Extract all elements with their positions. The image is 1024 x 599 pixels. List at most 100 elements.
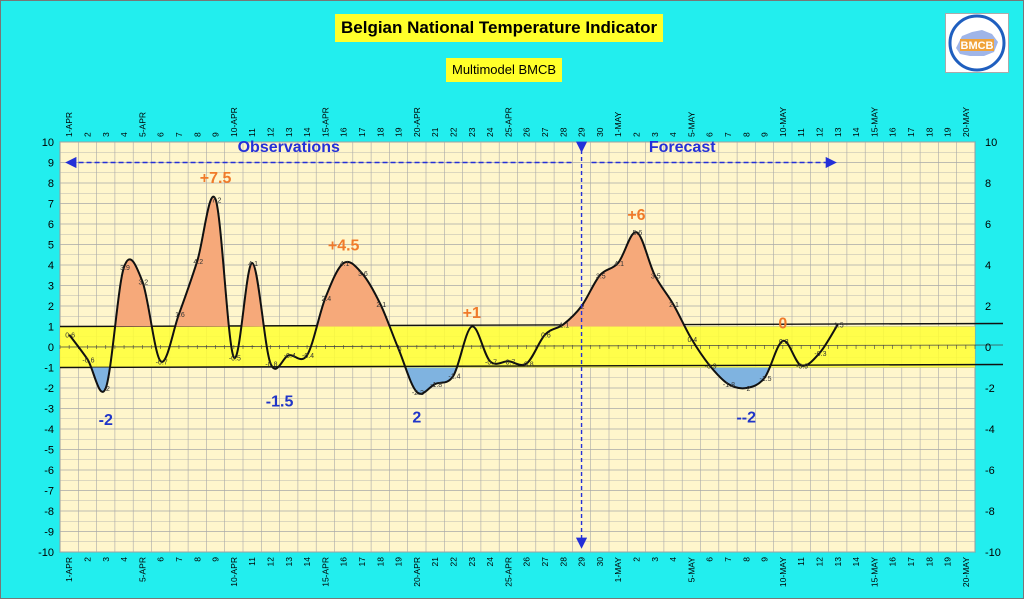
- point-label: -0.5: [229, 355, 241, 362]
- x-tick-label-bottom: 26: [522, 557, 532, 567]
- y2-tick-label: -10: [985, 547, 1001, 559]
- x-tick-label-bottom: 24: [485, 557, 495, 567]
- anomaly-label: +4.5: [328, 238, 360, 255]
- y-tick-label: 1: [48, 322, 54, 334]
- x-tick-label-bottom: 2: [631, 557, 641, 562]
- x-tick-label-top: 1-APR: [64, 112, 74, 137]
- anomaly-label: +7.5: [200, 170, 232, 187]
- y-tick-label: 2: [48, 301, 54, 313]
- y-tick-label: -1: [44, 363, 54, 375]
- x-tick-label-bottom: 17: [357, 557, 367, 567]
- x-tick-label-top: 9: [760, 132, 770, 137]
- x-tick-label-top: 11: [247, 128, 257, 137]
- x-tick-label-bottom: 23: [467, 557, 477, 567]
- x-tick-label-bottom: 10-APR: [229, 557, 239, 587]
- zero-line-ticks: [59, 345, 976, 349]
- x-tick-label-bottom: 5-MAY: [686, 557, 696, 583]
- x-tick-label-top: 19: [394, 127, 404, 137]
- anomaly-label: --2: [736, 410, 756, 427]
- x-tick-label-bottom: 6: [156, 557, 166, 562]
- x-tick-label-top: 23: [467, 127, 477, 137]
- x-tick-label-top: 9: [211, 132, 221, 137]
- x-tick-label-bottom: 4: [119, 557, 129, 562]
- point-label: 4.1: [614, 261, 624, 268]
- anomaly-label: +1: [463, 305, 481, 322]
- anomaly-label: -2: [99, 412, 113, 429]
- point-label: -2: [104, 386, 110, 393]
- logo-lettering: BMCB: [961, 40, 994, 52]
- anomaly-label: 2: [412, 410, 421, 427]
- x-tick-label-top: 7: [723, 132, 733, 137]
- x-tick-label-top: 8: [192, 132, 202, 137]
- x-tick-label-top: 10-APR: [229, 107, 239, 137]
- point-label: 3.5: [651, 273, 661, 280]
- point-label: -2.2: [412, 390, 424, 397]
- point-label: -1.5: [760, 376, 772, 383]
- y-tick-label: -7: [44, 486, 54, 498]
- y-tick-label: -4: [44, 424, 54, 436]
- x-tick-label-bottom: 30: [595, 557, 605, 567]
- x-tick-label-top: 12: [814, 127, 824, 137]
- x-tick-label-bottom: 20-MAY: [961, 557, 971, 587]
- point-label: 3.6: [358, 271, 368, 278]
- point-label: -1.8: [430, 382, 442, 389]
- x-tick-label-bottom: 29: [577, 557, 587, 567]
- x-tick-label-bottom: 13: [284, 557, 294, 567]
- x-tick-label-top: 10-MAY: [778, 107, 788, 137]
- x-tick-label-top: 4: [119, 132, 129, 137]
- x-tick-label-top: 4: [668, 132, 678, 137]
- point-label: 5.6: [633, 230, 643, 237]
- x-tick-label-top: 7: [174, 132, 184, 137]
- x-tick-label-top: 30: [595, 127, 605, 137]
- x-tick-label-top: 13: [284, 127, 294, 137]
- x-tick-label-top: 26: [522, 127, 532, 137]
- y-tick-label: -8: [44, 506, 54, 518]
- point-label: -0.8: [265, 361, 277, 368]
- x-tick-label-top: 3: [650, 132, 660, 137]
- x-tick-label-top: 11: [796, 128, 806, 137]
- x-tick-label-bottom: 16: [888, 557, 898, 567]
- point-label: -1.8: [723, 382, 735, 389]
- y2-tick-label: 2: [985, 301, 991, 313]
- chart-title: Belgian National Temperature Indicator: [335, 14, 664, 42]
- x-tick-label-bottom: 11: [796, 557, 806, 566]
- y-tick-label: -3: [44, 404, 54, 416]
- x-tick-label-bottom: 21: [430, 557, 440, 567]
- point-label: -0.4: [284, 353, 296, 360]
- x-tick-label-top: 15-MAY: [869, 107, 879, 137]
- x-tick-label-top: 24: [485, 127, 495, 137]
- annotations: Observations Forecast +7.5 +4.5 +1 +6 0 -2 -1.5 2…: [99, 139, 788, 429]
- x-tick-label-bottom: 16: [339, 557, 349, 567]
- x-tick-label-top: 5-MAY: [686, 111, 696, 137]
- x-tick-label-top: 2: [631, 132, 641, 137]
- cold-anomaly-area: [69, 367, 838, 394]
- y-tick-label: 7: [48, 199, 54, 211]
- x-tick-label-top: 25-APR: [503, 107, 513, 137]
- x-tick-label-bottom: 9: [211, 557, 221, 562]
- x-tick-label-bottom: 8: [741, 557, 751, 562]
- point-label: 0.6: [65, 333, 75, 340]
- y-tick-label: -9: [44, 527, 54, 539]
- point-label: 3.9: [120, 265, 130, 272]
- point-label: 1.6: [175, 312, 185, 319]
- x-tick-label-top: 13: [833, 127, 843, 137]
- point-label: -0.7: [156, 359, 168, 366]
- point-label: 0.6: [541, 333, 551, 340]
- x-tick-label-bottom: 19: [394, 557, 404, 567]
- y2-tick-label: 0: [985, 342, 991, 354]
- x-tick-label-top: 5-APR: [137, 112, 147, 137]
- point-label: -0.9: [796, 363, 808, 370]
- x-tick-label-bottom: 12: [265, 557, 275, 567]
- anomaly-label: -1.5: [266, 393, 294, 410]
- x-tick-label-bottom: 2: [82, 557, 92, 562]
- y-tick-label: 9: [48, 158, 54, 170]
- x-tick-label-bottom: 20-APR: [412, 557, 422, 587]
- y2-tick-label: 6: [985, 219, 991, 231]
- y-tick-label: -2: [44, 383, 54, 395]
- point-label: 1.5: [834, 322, 844, 329]
- point-label: 0.3: [779, 339, 789, 346]
- x-tick-label-bottom: 19: [943, 557, 953, 567]
- x-tick-label-bottom: 5-APR: [137, 557, 147, 582]
